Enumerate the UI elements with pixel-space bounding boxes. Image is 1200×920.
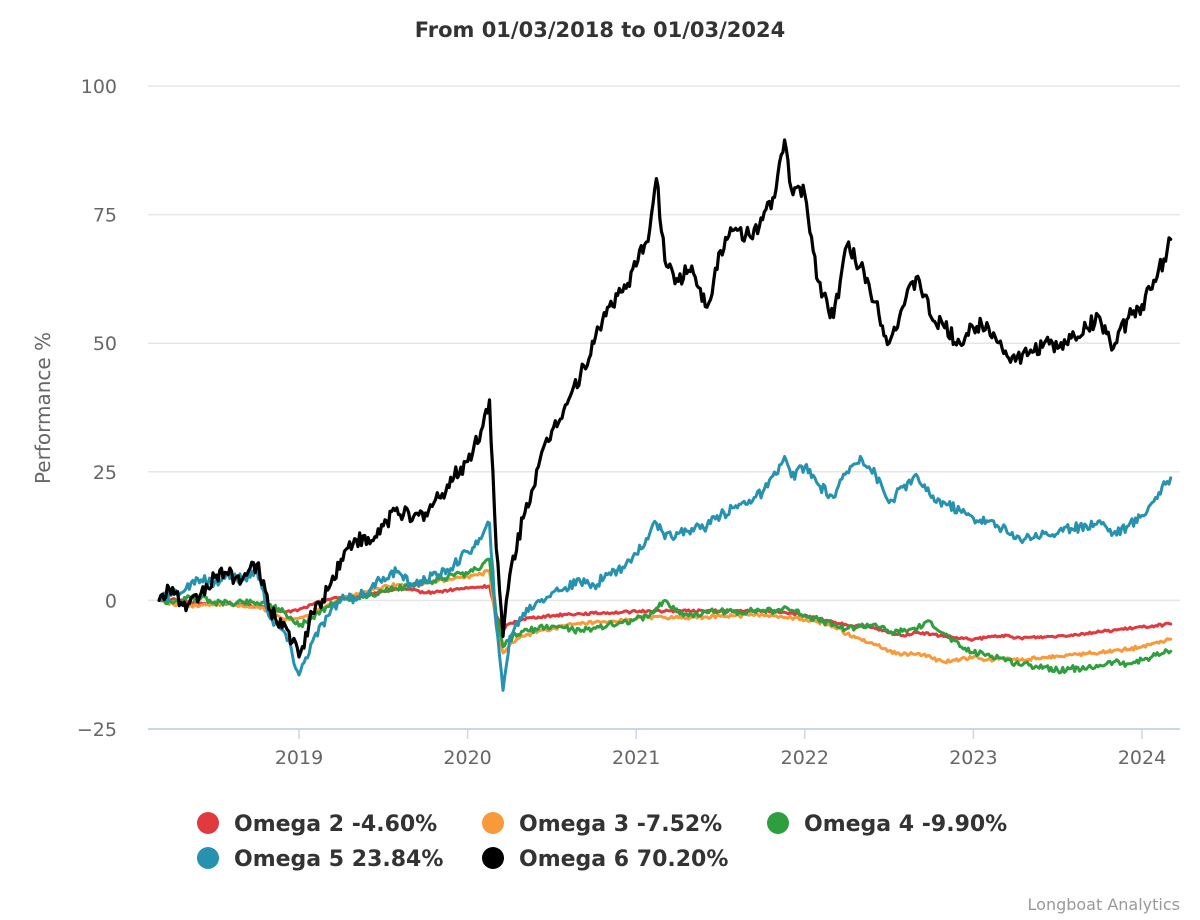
legend-label: Omega 4 -9.90%: [804, 812, 1007, 837]
y-tick-label: 75: [93, 205, 117, 227]
chart-title: From 01/03/2018 to 01/03/2024: [415, 18, 786, 42]
legend-item-omega-6[interactable]: Omega 6 70.20%: [482, 847, 728, 872]
y-axis-ticks: −25 0 25 50 75 100: [77, 76, 117, 741]
x-tick-label: 2022: [781, 747, 829, 769]
x-tick-label: 2019: [275, 747, 323, 769]
legend: Omega 2 -4.60% Omega 3 -7.52% Omega 4 -9…: [197, 812, 1007, 872]
grid-lines: [148, 85, 1180, 602]
series-line-omega-2[interactable]: [157, 584, 1173, 642]
series-line-omega-6[interactable]: [157, 138, 1173, 659]
legend-marker-icon: [197, 812, 219, 834]
y-tick-label: −25: [77, 719, 117, 741]
legend-item-omega-3[interactable]: Omega 3 -7.52%: [482, 812, 722, 837]
y-axis-label: Performance %: [31, 332, 55, 484]
legend-item-omega-5[interactable]: Omega 5 23.84%: [197, 847, 443, 872]
x-tick-label: 2023: [949, 747, 997, 769]
y-tick-label: 100: [81, 76, 117, 98]
credits-link[interactable]: Longboat Analytics: [1028, 895, 1180, 914]
legend-label: Omega 6 70.20%: [519, 847, 728, 872]
series-line-omega-4[interactable]: [157, 557, 1173, 675]
legend-marker-icon: [767, 812, 789, 834]
legend-label: Omega 3 -7.52%: [519, 812, 722, 837]
series-line-omega-5[interactable]: [157, 454, 1173, 692]
y-tick-label: 50: [93, 333, 117, 355]
legend-item-omega-4[interactable]: Omega 4 -9.90%: [767, 812, 1007, 837]
x-tick-label: 2021: [612, 747, 660, 769]
x-tick-label: 2020: [443, 747, 491, 769]
legend-item-omega-2[interactable]: Omega 2 -4.60%: [197, 812, 437, 837]
x-tick-label: 2024: [1118, 747, 1166, 769]
series-lines: [157, 138, 1173, 692]
y-tick-label: 0: [105, 590, 117, 612]
legend-marker-icon: [482, 812, 504, 834]
legend-marker-icon: [197, 847, 219, 869]
legend-label: Omega 2 -4.60%: [234, 812, 437, 837]
legend-label: Omega 5 23.84%: [234, 847, 443, 872]
x-axis: 2019 2020 2021 2022 2023 2024: [148, 728, 1180, 769]
legend-marker-icon: [482, 847, 504, 869]
y-tick-label: 25: [93, 462, 117, 484]
